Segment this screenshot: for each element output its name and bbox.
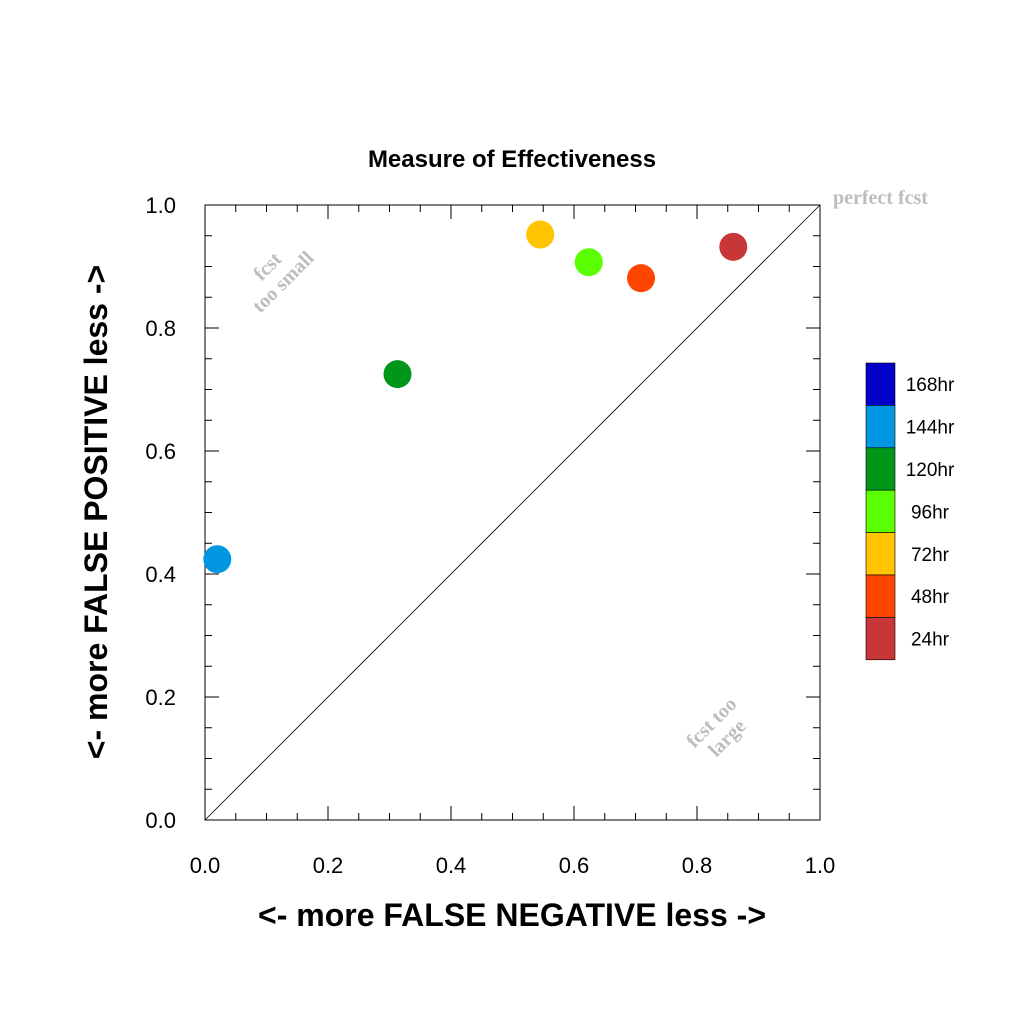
legend-swatch-120hr: [865, 447, 896, 491]
x-tick-label: 0.6: [559, 853, 590, 878]
x-tick-label: 0.4: [436, 853, 467, 878]
annotation-perfect-forecast: perfect fcst: [833, 187, 928, 209]
point-24hr: [719, 232, 748, 261]
legend-swatch-168hr: [865, 362, 896, 406]
x-tick-label: 1.0: [805, 853, 836, 878]
point-120hr: [383, 360, 412, 389]
legend-swatch-72hr: [865, 532, 896, 576]
x-tick-label: 0.2: [313, 853, 344, 878]
data-points: [203, 220, 748, 574]
x-tick-label: 0.8: [682, 853, 713, 878]
y-tick-label: 0.8: [145, 316, 176, 341]
point-48hr: [627, 264, 656, 293]
legend-label-96hr: 96hr: [911, 502, 950, 523]
plot-frame: [204, 204, 821, 821]
legend-label-48hr: 48hr: [911, 587, 950, 608]
annotation-too-large: fcst too large: [682, 693, 750, 761]
legend-label-24hr: 24hr: [911, 630, 950, 651]
y-tick-label: 1.0: [145, 193, 176, 218]
annotation-too-small-line2: too small: [248, 247, 318, 317]
legend-swatch-96hr: [865, 489, 896, 533]
legend-label-144hr: 144hr: [906, 418, 955, 439]
legend-swatch-24hr: [865, 617, 896, 661]
legend-swatch-144hr: [865, 405, 896, 449]
x-tick-label: 0.0: [190, 853, 221, 878]
legend-label-120hr: 120hr: [906, 460, 955, 481]
point-144hr: [203, 545, 232, 574]
axis-tick-labels: 0.0 0.2 0.4 0.6 0.8 1.0 0.0 0.2 0.4 0.6 0.8 1.0: [145, 193, 835, 878]
y-axis-label: <- more FALSE POSITIVE less ->: [78, 265, 114, 759]
legend: 168hr 144hr 120hr 96hr 72hr 48hr 24hr: [865, 362, 955, 661]
perfect-forecast-line: [204, 204, 821, 821]
annotation-too-small: fcst too small: [248, 247, 318, 317]
y-tick-label: 0.4: [145, 562, 176, 587]
y-tick-label: 0.6: [145, 439, 176, 464]
legend-swatch-48hr: [865, 574, 896, 618]
y-tick-label: 0.0: [145, 808, 176, 833]
legend-label-72hr: 72hr: [911, 545, 950, 566]
point-96hr: [574, 248, 603, 277]
y-tick-label: 0.2: [145, 685, 176, 710]
legend-label-168hr: 168hr: [906, 375, 955, 396]
point-72hr: [526, 220, 555, 249]
x-axis-label: <- more FALSE NEGATIVE less ->: [258, 897, 766, 933]
chart-title: Measure of Effectiveness: [368, 146, 656, 173]
